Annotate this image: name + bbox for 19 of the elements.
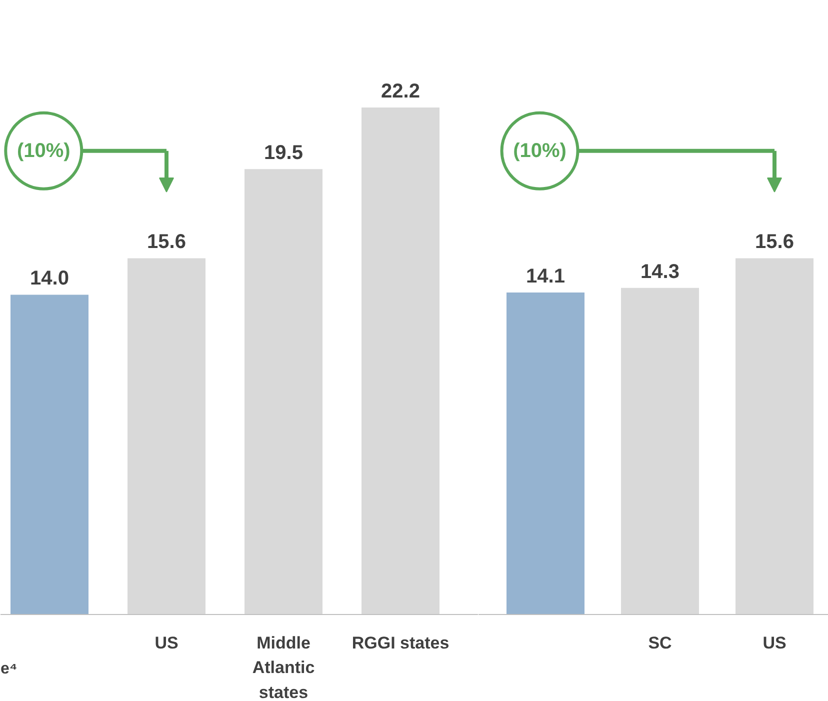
bar (362, 107, 440, 614)
x-tick-label: Middle Atlantic states (252, 634, 315, 701)
data-label: 15.6 (755, 231, 794, 254)
data-label: 19.5 (264, 142, 303, 164)
bar (244, 169, 322, 614)
data-label: 14.0 (30, 268, 69, 290)
text: e⁴ (0, 660, 18, 678)
annotation: (10%) (16, 140, 70, 162)
data-label: 15.6 (147, 231, 186, 254)
data-label: 22.2 (381, 80, 420, 102)
x-tick-label: SC (648, 634, 672, 652)
data-label: 14.1 (526, 265, 565, 288)
text: (10%) (513, 140, 566, 162)
data-label: 14.3 (640, 260, 680, 283)
x-tick-label: US (154, 634, 178, 652)
x-tick-label: RGGI states (352, 634, 450, 652)
bar (10, 294, 88, 614)
x-tick-label: US (762, 634, 786, 652)
bar (128, 258, 206, 614)
